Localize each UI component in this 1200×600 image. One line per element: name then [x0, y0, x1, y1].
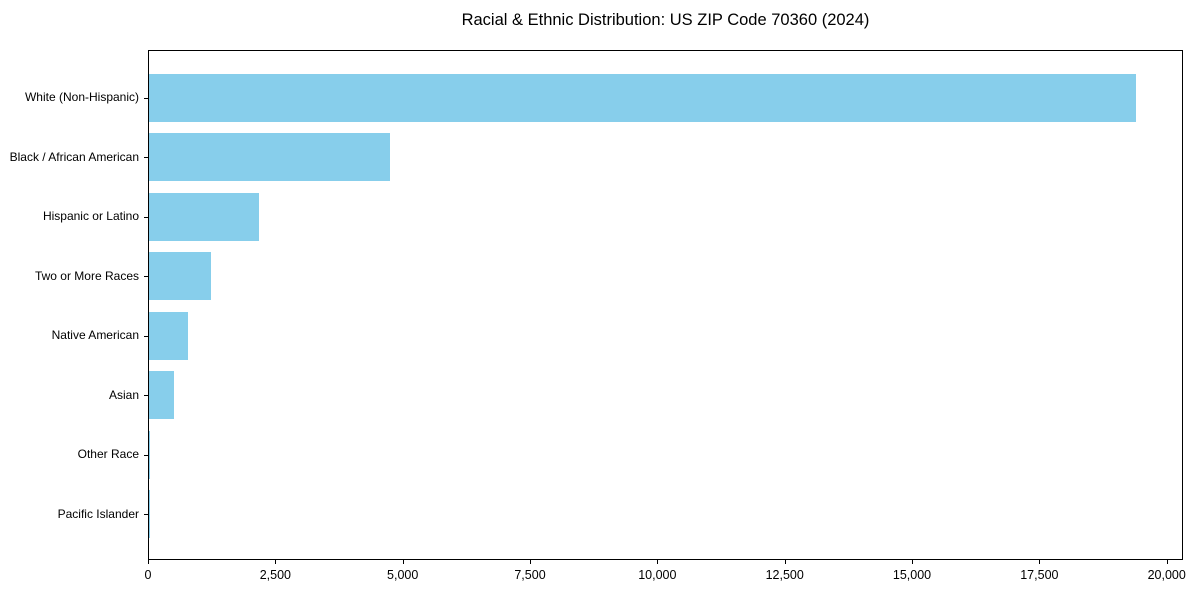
bar — [149, 371, 174, 419]
chart-title: Racial & Ethnic Distribution: US ZIP Cod… — [461, 11, 870, 29]
y-tick-label: Native American — [51, 328, 139, 342]
x-tick-mark — [530, 560, 531, 564]
x-tick-label: 7,500 — [514, 568, 546, 582]
y-tick-label: Other Race — [77, 447, 139, 461]
bar — [149, 192, 260, 241]
x-tick-mark — [275, 560, 277, 564]
y-tick-label: White (Non-Hispanic) — [24, 90, 139, 104]
plot-area — [148, 50, 1183, 560]
bar — [149, 311, 188, 360]
x-tick-mark — [148, 560, 149, 564]
x-tick-label: 0 — [144, 568, 152, 582]
bar — [149, 430, 150, 479]
bar — [149, 252, 212, 300]
y-tick-mark — [144, 216, 148, 218]
y-tick-label: Asian — [108, 387, 139, 402]
x-tick-label: 17,500 — [1020, 568, 1059, 582]
y-tick-mark — [144, 454, 148, 456]
y-tick-mark — [144, 514, 148, 515]
x-tick-label: 10,000 — [638, 568, 677, 582]
y-tick-label: Pacific Islander — [57, 506, 139, 521]
y-tick-mark — [144, 335, 148, 337]
x-tick-mark — [784, 560, 786, 564]
y-tick-mark — [144, 395, 148, 396]
y-tick-mark — [144, 97, 148, 99]
y-tick-label: Two or More Races — [34, 268, 139, 283]
x-tick-mark — [657, 560, 659, 564]
y-tick-mark — [144, 276, 148, 277]
y-tick-label: Hispanic or Latino — [42, 209, 139, 223]
x-tick-label: 12,500 — [765, 568, 804, 582]
x-tick-label: 15,000 — [892, 568, 932, 582]
x-tick-mark — [402, 560, 404, 564]
bar — [149, 133, 390, 181]
x-tick-mark — [912, 560, 914, 564]
x-tick-mark — [1039, 560, 1041, 564]
bar — [149, 73, 1137, 122]
y-tick-mark — [144, 157, 148, 158]
y-tick-label: Black / African American — [9, 149, 139, 164]
x-tick-mark — [1166, 560, 1168, 564]
x-tick-label: 2,500 — [259, 568, 291, 582]
x-tick-label: 5,000 — [387, 568, 419, 582]
x-tick-label: 20,000 — [1147, 568, 1186, 582]
